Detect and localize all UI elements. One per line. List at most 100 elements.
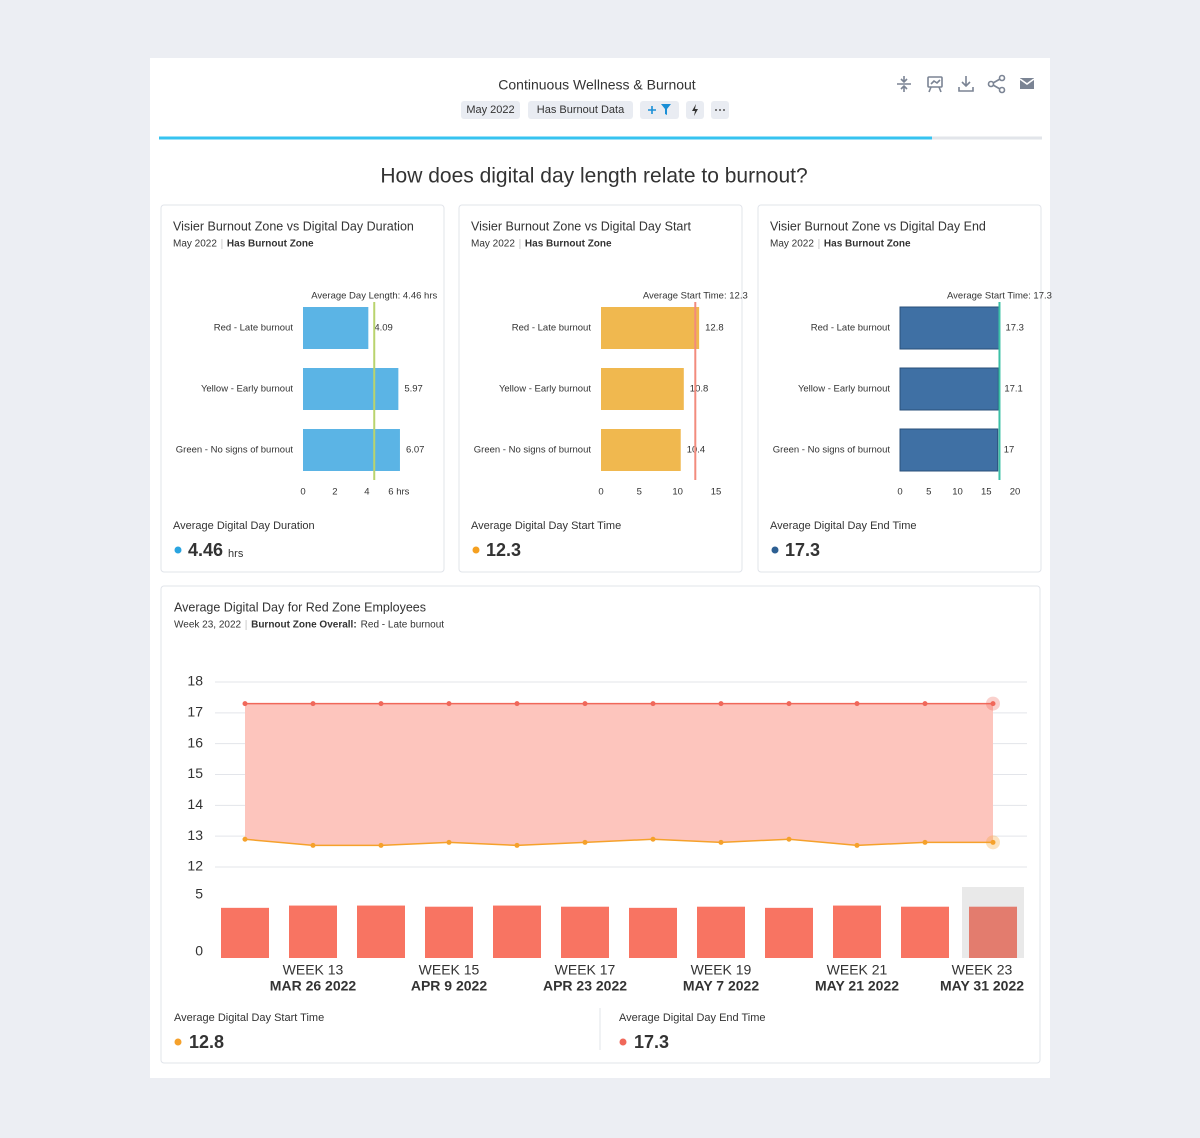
point (854, 842, 860, 848)
x-tick-label: 4 (364, 487, 369, 498)
x-tick-label: 10 (672, 487, 683, 498)
filter-chip-label[interactable]: Has Burnout Data (537, 104, 625, 116)
y-tick-label: 17 (187, 704, 203, 720)
subtitle-filter: Has Burnout Zone (525, 239, 612, 250)
panel-title: Visier Burnout Zone vs Digital Day End (770, 219, 986, 233)
bar (561, 906, 609, 958)
filter-chip[interactable] (528, 101, 633, 119)
point (854, 701, 860, 707)
point (718, 839, 724, 845)
legend-label: Average Digital Day Start Time (174, 1012, 324, 1024)
point (514, 701, 520, 707)
y-tick-label: 14 (187, 796, 203, 812)
point (310, 701, 316, 707)
legend-label: Average Digital Day End Time (619, 1012, 766, 1024)
category-label: Green - No signs of burnout (773, 445, 891, 456)
subtitle-date: May 2022 (173, 239, 217, 250)
y-tick-label: 12 (187, 858, 203, 874)
x-tick-sublabel: APR 9 2022 (411, 978, 487, 994)
bar (901, 906, 949, 958)
x-tick-label: 0 (598, 487, 603, 498)
panel (458, 204, 743, 573)
bar (357, 905, 405, 958)
bar (629, 907, 677, 958)
category-label: Yellow - Early burnout (499, 384, 591, 395)
value-label: 12.8 (705, 323, 724, 334)
reference-label: Average Day Length: 4.46 hrs (311, 291, 437, 302)
filter-chip-label[interactable]: May 2022 (466, 104, 514, 116)
category-label: Red - Late burnout (214, 323, 294, 334)
bar (493, 905, 541, 958)
category-label: Red - Late burnout (811, 323, 891, 334)
subtitle-date: May 2022 (770, 239, 814, 250)
point (650, 701, 656, 707)
summary-dot (174, 546, 182, 554)
subtitle-date: May 2022 (471, 239, 515, 250)
category-label: Yellow - Early burnout (798, 384, 890, 395)
bar (289, 905, 337, 958)
filter-chip[interactable] (461, 101, 520, 119)
category-label: Red - Late burnout (512, 323, 592, 334)
panel-title: Visier Burnout Zone vs Digital Day Durat… (173, 219, 414, 233)
bar (221, 907, 269, 958)
value-label: 4.09 (374, 323, 393, 334)
bar (899, 306, 1000, 350)
summary-value: 4.46 (188, 540, 223, 560)
x-tick-label: WEEK 21 (827, 962, 888, 978)
bar (697, 906, 745, 958)
panel-title: Visier Burnout Zone vs Digital Day Start (471, 219, 692, 233)
point (242, 701, 248, 707)
value-label: 17.3 (1005, 323, 1024, 334)
bar (899, 428, 999, 472)
value-label: 17.1 (1004, 384, 1023, 395)
bar (303, 429, 400, 471)
summary-label: Average Digital Day End Time (770, 520, 917, 532)
point (514, 842, 520, 848)
email-icon[interactable] (1019, 78, 1035, 89)
point (786, 701, 792, 707)
category-label: Green - No signs of burnout (176, 445, 294, 456)
value-label: 6.07 (406, 445, 425, 456)
x-tick-sublabel: MAR 26 2022 (270, 978, 357, 994)
add-filter-button[interactable] (640, 101, 679, 119)
bolt-button[interactable] (686, 101, 704, 119)
category-label: Green - No signs of burnout (474, 445, 592, 456)
y-tick-label: 16 (187, 734, 203, 750)
point (378, 701, 384, 707)
x-tick-label: 20 (1010, 487, 1021, 498)
x-tick-label: WEEK 23 (952, 962, 1013, 978)
bar (425, 906, 473, 958)
point (242, 836, 248, 842)
subtitle-date: Week 23, 2022 (174, 620, 242, 631)
range-fill (245, 703, 993, 846)
annotate-icon[interactable] (927, 76, 943, 93)
bar (601, 307, 700, 349)
summary-value: 12.3 (486, 540, 521, 560)
bar (303, 368, 399, 410)
share-icon[interactable] (987, 74, 1006, 94)
download-icon[interactable] (958, 76, 974, 92)
dashboard-title: Continuous Wellness & Burnout (498, 77, 696, 93)
subtitle-filter-value: Red - Late burnout (361, 620, 445, 631)
question: How does digital day length relate to bu… (380, 165, 807, 188)
subtitle-filter: Has Burnout Zone (824, 239, 911, 250)
more-button[interactable] (711, 101, 729, 119)
bar (601, 368, 684, 410)
summary-label: Average Digital Day Duration (173, 520, 315, 532)
x-tick-label: 0 (897, 487, 902, 498)
x-tick-sublabel: MAY 21 2022 (815, 978, 899, 994)
bar (969, 906, 1017, 958)
summary-dot (472, 546, 480, 554)
point (786, 836, 792, 842)
summary-value: 17.3 (634, 1032, 669, 1052)
x-tick-label: 5 (926, 487, 931, 498)
x-tick-label: 6 hrs (388, 487, 409, 498)
value-label: 17 (1004, 445, 1015, 456)
x-tick-label: 2 (332, 487, 337, 498)
value-label: 10.8 (690, 384, 709, 395)
subtitle-filter: Has Burnout Zone (227, 239, 314, 250)
hover-highlight (962, 887, 1024, 958)
legend-dot (174, 1038, 182, 1046)
collapse-icon[interactable] (897, 76, 911, 92)
